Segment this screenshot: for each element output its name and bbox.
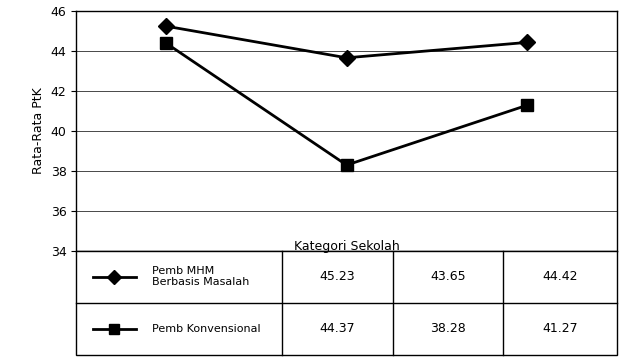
Text: 43.65: 43.65 [430,270,466,283]
Text: Pemb Konvensional: Pemb Konvensional [152,324,261,334]
Text: 44.42: 44.42 [543,270,578,283]
Text: 44.37: 44.37 [319,322,355,335]
Text: Pemb MHM
Berbasis Masalah: Pemb MHM Berbasis Masalah [152,266,249,287]
Text: 41.27: 41.27 [543,322,578,335]
Y-axis label: Rata-Rata PtK: Rata-Rata PtK [32,87,45,174]
Text: Kategori Sekolah: Kategori Sekolah [294,240,399,253]
Text: 45.23: 45.23 [319,270,355,283]
Text: 38.28: 38.28 [430,322,466,335]
